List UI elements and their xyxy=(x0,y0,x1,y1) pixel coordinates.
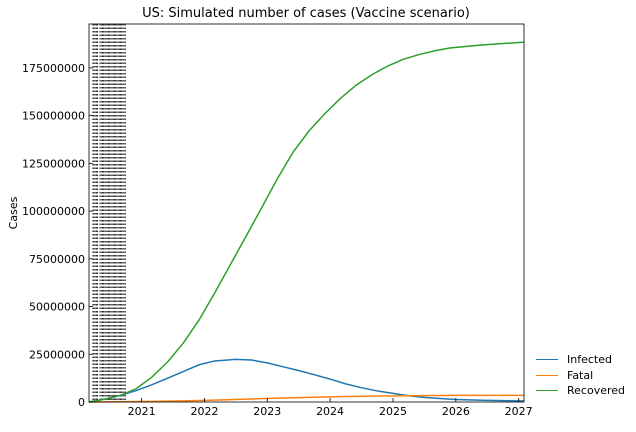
y-tick-label-7: 175000000 xyxy=(22,62,85,75)
legend-item-infected: Infected xyxy=(536,352,634,367)
legend-item-fatal: Fatal xyxy=(536,368,634,383)
y-tick-label-4: 100000000 xyxy=(22,205,85,218)
series-line-infected xyxy=(88,358,525,403)
legend-swatch-infected xyxy=(536,359,558,360)
chart-title: US: Simulated number of cases (Vaccine s… xyxy=(142,6,470,21)
y-tick-label-0: 0 xyxy=(78,396,85,409)
legend-label-recovered: Recovered xyxy=(567,384,626,397)
y-tick-label-1: 25000000 xyxy=(29,348,85,361)
x-tick-label-5: 2026 xyxy=(442,405,470,418)
x-tick-label-1: 2022 xyxy=(190,405,218,418)
legend-label-infected: Infected xyxy=(567,353,612,366)
x-tick-label-2: 2023 xyxy=(253,405,281,418)
legend-swatch-fatal xyxy=(536,374,558,376)
x-tick-label-3: 2024 xyxy=(316,405,344,418)
x-tick-label-6: 2027 xyxy=(505,405,533,418)
legend-item-recovered: Recovered xyxy=(536,383,634,398)
y-tick-label-3: 75000000 xyxy=(29,253,85,266)
y-axis-label: Cases xyxy=(7,196,20,229)
y-tick-label-6: 150000000 xyxy=(22,110,85,123)
axes-group: 0 25000000 50000000 75000000 100000000 125000… xyxy=(22,23,533,418)
series-line-recovered xyxy=(88,41,525,403)
legend-swatch-recovered xyxy=(536,390,558,391)
legend-label-fatal: Fatal xyxy=(567,368,594,382)
x-tick-label-4: 2025 xyxy=(379,405,407,418)
series-line-fatal xyxy=(88,394,525,403)
series-group xyxy=(88,41,525,403)
y-tick-label-5: 125000000 xyxy=(22,157,85,170)
x-tick-label-0: 2021 xyxy=(128,405,156,418)
legend: Infected Fatal Recovered xyxy=(536,352,634,399)
vertical-lines-group xyxy=(92,24,126,402)
y-tick-label-2: 50000000 xyxy=(29,301,85,314)
plot-frame xyxy=(88,23,525,403)
